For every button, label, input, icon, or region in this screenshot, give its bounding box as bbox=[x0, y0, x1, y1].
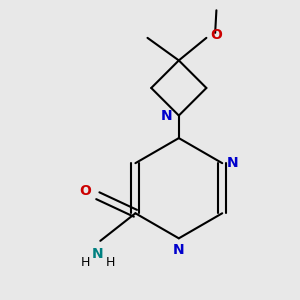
Text: N: N bbox=[227, 156, 239, 170]
Text: O: O bbox=[210, 28, 222, 42]
Text: N: N bbox=[161, 109, 172, 122]
Text: H: H bbox=[81, 256, 90, 269]
Text: H: H bbox=[106, 256, 115, 269]
Text: N: N bbox=[173, 243, 184, 257]
Text: O: O bbox=[80, 184, 92, 198]
Text: N: N bbox=[92, 247, 103, 261]
